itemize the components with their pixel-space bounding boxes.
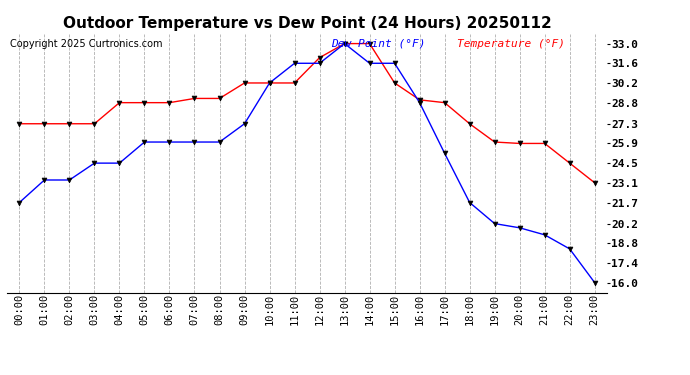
- Text: Dew Point (°F): Dew Point (°F): [331, 39, 426, 49]
- Text: Copyright 2025 Curtronics.com: Copyright 2025 Curtronics.com: [10, 39, 162, 49]
- Text: Temperature (°F): Temperature (°F): [457, 39, 565, 49]
- Title: Outdoor Temperature vs Dew Point (24 Hours) 20250112: Outdoor Temperature vs Dew Point (24 Hou…: [63, 16, 551, 31]
